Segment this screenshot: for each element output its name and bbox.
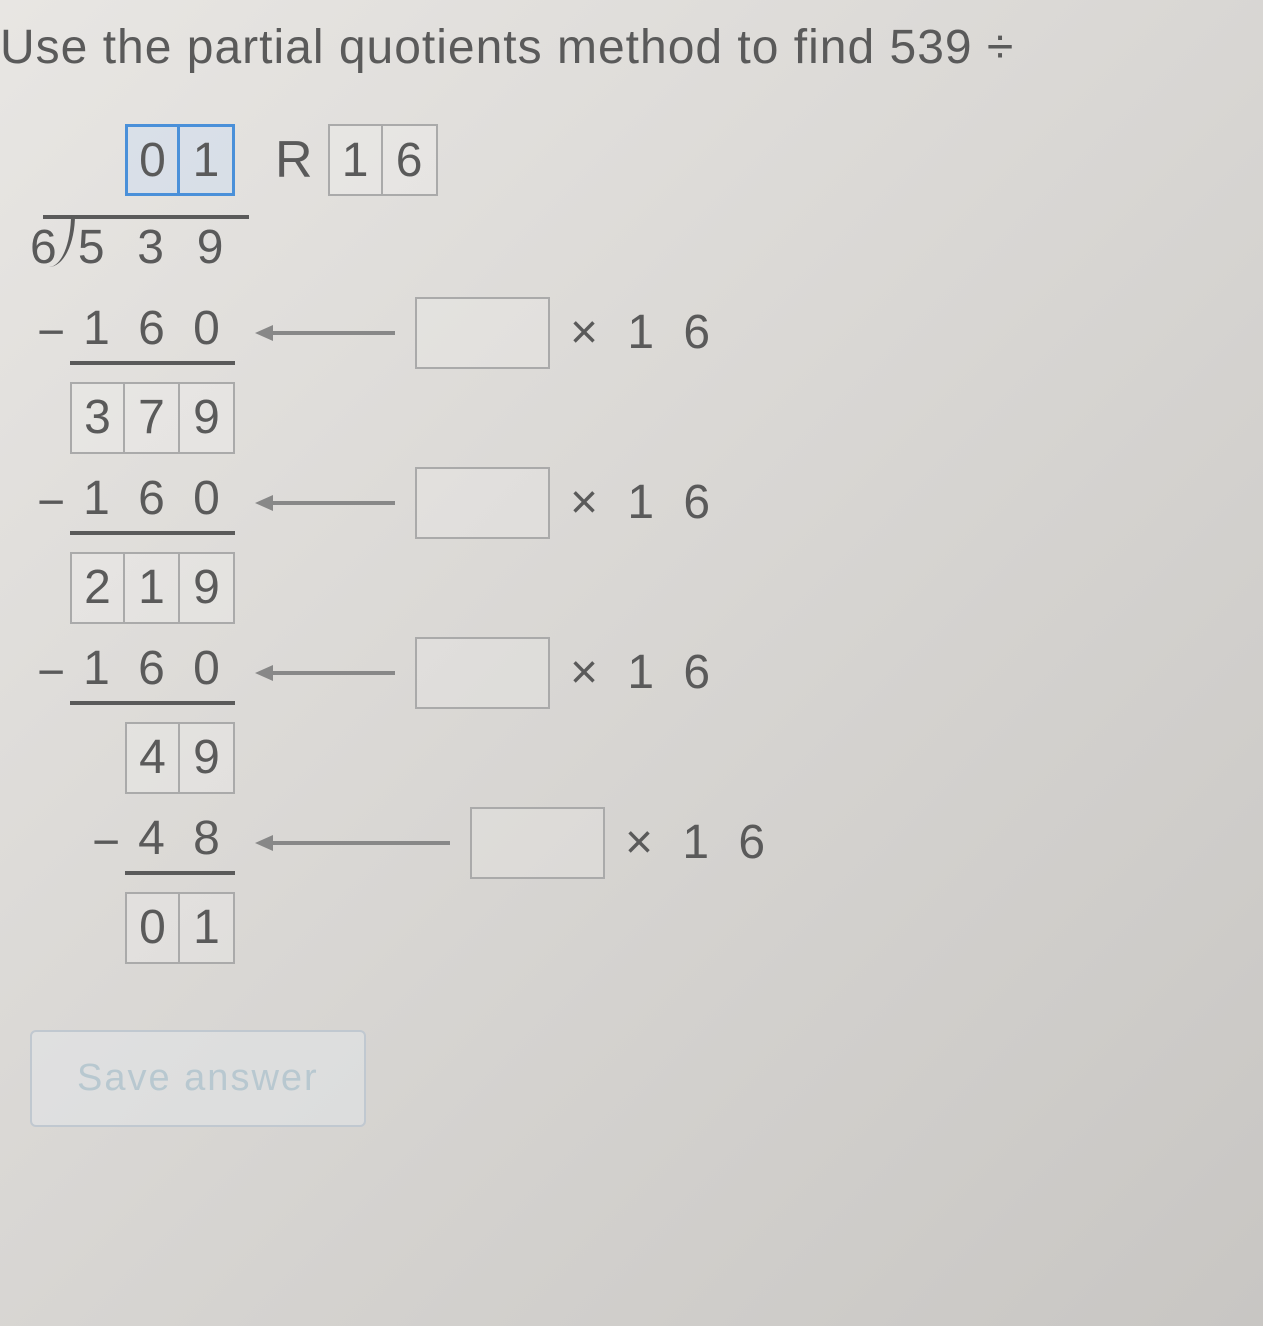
step-3-res-d1[interactable]: 4 xyxy=(125,722,180,794)
step-4-multiplier-input[interactable] xyxy=(470,807,605,879)
minus-sign: − xyxy=(30,645,70,700)
quotient-digit-1[interactable]: 0 xyxy=(125,124,180,196)
step-3-subtract: − 1 6 0 × 1 6 xyxy=(10,630,1263,715)
step-4-sub-d2: 8 xyxy=(180,811,235,866)
dividend-digit-3: 9 xyxy=(184,220,239,275)
step-4-res-d2[interactable]: 1 xyxy=(180,892,235,964)
step-4-sub-d1: 4 xyxy=(125,811,180,866)
step-2-multiplier-input[interactable] xyxy=(415,467,550,539)
step-2-result-group: 2 1 9 xyxy=(70,552,235,624)
step-4-result: 0 1 xyxy=(10,885,1263,970)
step-2-sub-d3: 0 xyxy=(180,471,235,526)
arrow-left-icon xyxy=(235,833,470,853)
save-answer-button[interactable]: Save answer xyxy=(30,1030,366,1127)
division-bracket: 5 3 9 xyxy=(65,220,239,275)
step-3-result-group: 4 9 xyxy=(125,722,235,794)
quotient-input-group: 0 1 xyxy=(125,124,235,196)
step-3-sub-d3: 0 xyxy=(180,641,235,696)
remainder-input-group: 1 6 xyxy=(328,124,438,196)
step-1-sub-d1: 1 xyxy=(70,301,125,356)
step-1-res-d1[interactable]: 3 xyxy=(70,382,125,454)
remainder-digit-2[interactable]: 6 xyxy=(383,124,438,196)
dividend-digit-2: 3 xyxy=(124,220,179,275)
dividend-digit-1: 5 xyxy=(65,220,120,275)
step-3-mult-label: × 1 6 xyxy=(570,645,718,700)
step-3-sub-d1: 1 xyxy=(70,641,125,696)
step-1-result: 3 7 9 xyxy=(10,375,1263,460)
divisor-dividend-row: 6 5 3 9 xyxy=(10,205,1263,290)
quotient-digit-2[interactable]: 1 xyxy=(180,124,235,196)
step-1-res-d3[interactable]: 9 xyxy=(180,382,235,454)
remainder-digit-1[interactable]: 1 xyxy=(328,124,383,196)
step-4-subtract: − 4 8 × 1 6 xyxy=(10,800,1263,885)
step-2-subtract: − 1 6 0 × 1 6 xyxy=(10,460,1263,545)
minus-sign: − xyxy=(85,815,125,870)
minus-sign: − xyxy=(30,305,70,360)
step-1-mult-label: × 1 6 xyxy=(570,305,718,360)
arrow-left-icon xyxy=(235,493,415,513)
quotient-row: 0 1 R 1 6 xyxy=(10,115,1263,205)
step-2-sub-d2: 6 xyxy=(125,471,180,526)
step-3-multiplier-input[interactable] xyxy=(415,637,550,709)
step-3-result: 4 9 xyxy=(10,715,1263,800)
minus-sign: − xyxy=(30,475,70,530)
step-3-res-d2[interactable]: 9 xyxy=(180,722,235,794)
step-1-subtract: − 1 6 0 × 1 6 xyxy=(10,290,1263,375)
step-2-mult-label: × 1 6 xyxy=(570,475,718,530)
step-1-result-group: 3 7 9 xyxy=(70,382,235,454)
step-2-res-d1[interactable]: 2 xyxy=(70,552,125,624)
step-1-multiplier-input[interactable] xyxy=(415,297,550,369)
remainder-label: R xyxy=(275,130,313,190)
step-3-sub-d2: 6 xyxy=(125,641,180,696)
arrow-left-icon xyxy=(235,663,415,683)
step-1-res-d2[interactable]: 7 xyxy=(125,382,180,454)
step-4-result-group: 0 1 xyxy=(125,892,235,964)
step-2-res-d2[interactable]: 1 xyxy=(125,552,180,624)
step-4-mult-label: × 1 6 xyxy=(625,815,773,870)
step-2-result: 2 1 9 xyxy=(10,545,1263,630)
instruction-text: Use the partial quotients method to find… xyxy=(0,20,1263,75)
division-work-area: 0 1 R 1 6 6 5 3 9 − 1 6 0 × 1 6 xyxy=(0,115,1263,970)
step-1-sub-d3: 0 xyxy=(180,301,235,356)
step-2-sub-d1: 1 xyxy=(70,471,125,526)
arrow-left-icon xyxy=(235,323,415,343)
step-4-res-d1[interactable]: 0 xyxy=(125,892,180,964)
step-1-sub-d2: 6 xyxy=(125,301,180,356)
step-2-res-d3[interactable]: 9 xyxy=(180,552,235,624)
